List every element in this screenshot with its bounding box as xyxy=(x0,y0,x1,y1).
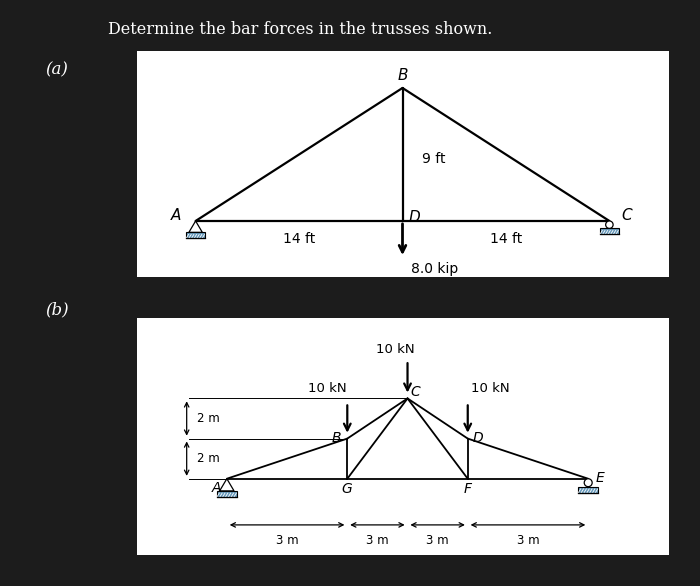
Text: 8.0 kip: 8.0 kip xyxy=(412,263,458,277)
Text: $\mathit{C}$: $\mathit{C}$ xyxy=(410,386,421,400)
Text: 10 kN: 10 kN xyxy=(376,343,415,356)
Bar xyxy=(217,491,237,497)
Text: 14 ft: 14 ft xyxy=(283,231,315,246)
Text: $\mathit{A}$: $\mathit{A}$ xyxy=(211,481,223,495)
Text: $\mathit{F}$: $\mathit{F}$ xyxy=(463,482,473,496)
Text: 3 m: 3 m xyxy=(517,534,539,547)
Text: 10 kN: 10 kN xyxy=(470,383,509,396)
Text: 3 m: 3 m xyxy=(276,534,298,547)
Polygon shape xyxy=(220,479,234,491)
Text: 3 m: 3 m xyxy=(426,534,449,547)
Bar xyxy=(186,233,205,238)
Text: $\mathit{B}$: $\mathit{B}$ xyxy=(331,431,342,445)
Circle shape xyxy=(584,479,592,487)
Text: 2 m: 2 m xyxy=(197,452,220,465)
Text: $\mathit{B}$: $\mathit{B}$ xyxy=(397,67,408,83)
Text: $\mathit{G}$: $\mathit{G}$ xyxy=(342,482,354,496)
Text: (a): (a) xyxy=(46,62,69,79)
Text: 10 kN: 10 kN xyxy=(308,383,346,396)
Text: 2 m: 2 m xyxy=(197,412,220,425)
Text: (b): (b) xyxy=(46,302,69,319)
Text: $\mathit{D}$: $\mathit{D}$ xyxy=(408,209,421,224)
Text: $\mathit{A}$: $\mathit{A}$ xyxy=(170,207,183,223)
Polygon shape xyxy=(189,221,202,233)
Bar xyxy=(600,229,619,234)
Text: 14 ft: 14 ft xyxy=(490,231,522,246)
Text: 3 m: 3 m xyxy=(366,534,389,547)
Text: $\mathit{D}$: $\mathit{D}$ xyxy=(472,431,484,445)
Bar xyxy=(578,487,598,493)
Circle shape xyxy=(606,221,613,229)
Text: $\mathit{E}$: $\mathit{E}$ xyxy=(595,471,606,485)
Text: 9 ft: 9 ft xyxy=(421,152,445,166)
Text: $\mathit{C}$: $\mathit{C}$ xyxy=(621,207,634,223)
Text: Determine the bar forces in the trusses shown.: Determine the bar forces in the trusses … xyxy=(108,21,493,38)
